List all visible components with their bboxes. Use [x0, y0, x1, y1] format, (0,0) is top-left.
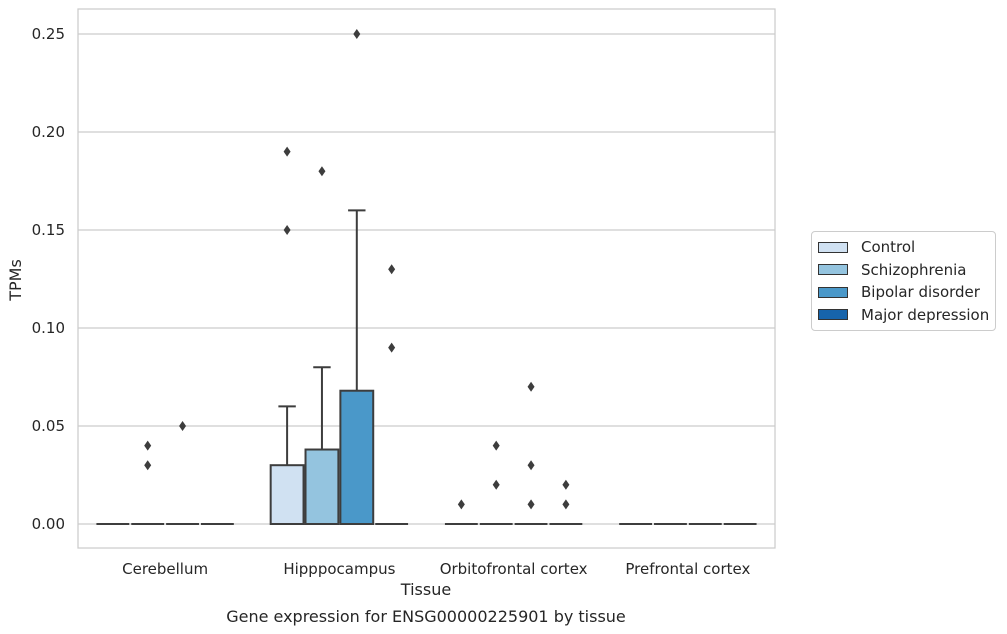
legend-item-major-depression: Major depression	[812, 304, 995, 327]
outlier-point	[527, 499, 535, 510]
legend-item-bipolar-disorder: Bipolar disorder	[812, 281, 995, 304]
outlier-point	[144, 440, 152, 451]
outlier-point	[283, 225, 291, 235]
legend-swatch-bipolar-disorder	[818, 286, 848, 298]
y-tick-label: 0.15	[32, 221, 65, 239]
chart-title: Gene expression for ENSG00000225901 by t…	[226, 607, 626, 626]
outlier-point	[144, 460, 152, 471]
outlier-point	[527, 460, 535, 471]
box-bipolar-disorder	[514, 381, 548, 525]
legend-swatch-control	[818, 241, 848, 253]
box-schizophrenia	[131, 440, 165, 525]
outlier-point	[527, 381, 535, 392]
x-axis-label: Tissue	[400, 580, 451, 599]
outlier-point	[388, 342, 396, 353]
outlier-point	[388, 264, 396, 275]
x-tick-label: Cerebellum	[122, 560, 208, 578]
box-bipolar-disorder	[166, 421, 199, 525]
outlier-point	[562, 479, 570, 490]
box-elements	[96, 29, 757, 526]
outlier-point	[492, 479, 500, 490]
outlier-point	[457, 499, 465, 510]
y-tick-label: 0.05	[32, 417, 65, 435]
plot-frame	[77, 8, 776, 549]
box-body	[304, 448, 340, 525]
box-control	[269, 146, 305, 526]
outlier-point	[562, 499, 570, 510]
grid-lines	[78, 33, 775, 525]
legend-label: Schizophrenia	[861, 260, 967, 279]
outlier-point	[283, 146, 291, 157]
box-major-depression	[375, 264, 409, 525]
legend-label: Bipolar disorder	[861, 283, 980, 302]
box-body	[339, 389, 375, 525]
legend-label: Control	[861, 238, 916, 257]
outlier-point	[353, 29, 361, 39]
y-axis-label: TPMs	[6, 259, 25, 302]
outlier-point	[179, 421, 187, 431]
outlier-point	[492, 440, 500, 451]
box-control	[444, 499, 478, 525]
outlier-point	[318, 166, 326, 177]
y-tick-labels: 0.00 0.05 0.10 0.15 0.20 0.25	[32, 25, 65, 533]
legend-item-control: Control	[812, 236, 995, 259]
legend: Control Schizophrenia Bipolar disorder M…	[811, 231, 996, 331]
x-tick-label: Orbitofrontal cortex	[440, 560, 588, 578]
legend-swatch-major-depression	[818, 309, 848, 321]
legend-item-schizophrenia: Schizophrenia	[812, 259, 995, 282]
box-bipolar-disorder	[339, 29, 375, 525]
box-schizophrenia	[304, 166, 340, 525]
y-tick-label: 0.25	[32, 25, 65, 43]
box-body	[269, 464, 305, 526]
box-major-depression	[549, 479, 583, 525]
legend-swatch-schizophrenia	[818, 264, 848, 276]
box-schizophrenia	[479, 440, 513, 525]
y-tick-label: 0.10	[32, 319, 65, 337]
y-tick-label: 0.20	[32, 123, 65, 141]
y-tick-label: 0.00	[32, 515, 65, 533]
x-tick-label: Hipppocampus	[283, 560, 395, 578]
x-tick-label: Prefrontal cortex	[625, 560, 750, 578]
x-tick-labels: Cerebellum Hipppocampus Orbitofrontal cort…	[122, 560, 750, 578]
legend-label: Major depression	[861, 305, 990, 324]
